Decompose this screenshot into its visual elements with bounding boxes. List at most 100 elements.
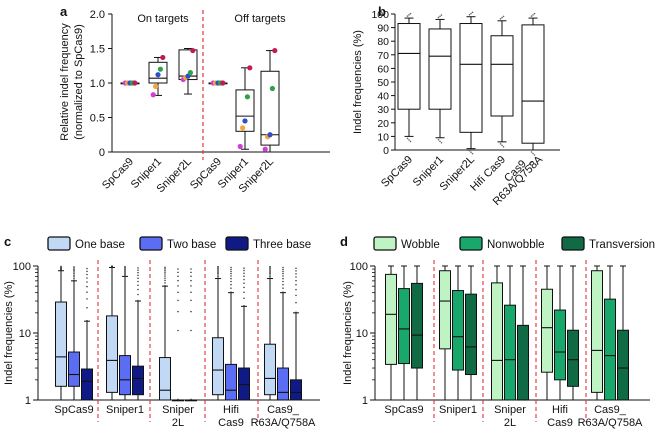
panel-c-box-3-1-box (225, 363, 237, 401)
panel-c-legend-swatch (139, 236, 163, 251)
panel-c-outlier (190, 398, 192, 401)
panel-b-box-0-box (397, 23, 421, 110)
panel-a-group-on: On targets (137, 13, 189, 25)
panel-a-x-tick-label: SpCas9 (100, 156, 136, 192)
panel-c-outlier (177, 299, 179, 302)
panel-a-y-tick-label: 1.5 (90, 44, 105, 56)
panel-c-outlier (73, 271, 75, 273)
panel-d-y-tick-label: 10 (356, 328, 368, 340)
panel-c-outlier (269, 272, 271, 275)
panel-b-outlier (409, 12, 412, 15)
panel-d-legend-label: Nonwobble (487, 239, 545, 251)
panel-letter-c: c (4, 234, 11, 249)
panel-c-outlier (230, 275, 232, 277)
panel-c-legend-swatch (47, 236, 71, 251)
panel-c-outlier (190, 285, 192, 287)
panel-c-outlier (164, 277, 166, 279)
panel-c-outlier (177, 279, 179, 282)
panel-c-box-3-0-box (212, 337, 224, 396)
panel-c-outlier (282, 268, 284, 271)
panel-b-outlier (439, 140, 441, 143)
panel-c-outlier (190, 268, 192, 270)
panel-a-point (190, 47, 196, 54)
panel-c-outlier (282, 266, 284, 269)
panel-c-legend-swatch (225, 236, 249, 251)
panel-c-outlier (243, 278, 245, 281)
panel-d-box-1-0-box (439, 270, 451, 350)
panel-b-outlier (470, 151, 472, 153)
panel-c-outlier (137, 277, 139, 280)
panel-b-box-3-box (490, 35, 514, 117)
panel-c-outlier (137, 274, 139, 277)
panel-c-outlier (177, 271, 179, 274)
panel-a-point (153, 83, 159, 90)
panel-c-outlier (124, 273, 126, 276)
panel-b-outlier (440, 14, 443, 16)
panel-a-point (220, 80, 226, 86)
panel-b-outlier (530, 15, 533, 17)
panel-c-legend-label: One base (75, 239, 125, 251)
panel-c-outlier (295, 288, 297, 291)
panel-c-outlier (243, 267, 245, 269)
panel-c-outlier (230, 268, 232, 271)
panel-c-x-label: Cas9_ (267, 404, 300, 416)
panel-c-outlier (295, 301, 297, 304)
panel-c-outlier (282, 283, 284, 286)
panel-d-legend-swatch (373, 236, 397, 251)
panel-c-outlier (137, 288, 139, 291)
panel-a-point (269, 85, 275, 92)
panel-c-box-0-2-box (81, 368, 93, 401)
panel-d-x-label: R63A/Q758A (578, 417, 643, 429)
panel-letter-d: d (340, 234, 348, 249)
panel-d-box-3-0-box (541, 288, 553, 373)
panel-d-y-tick-label: 100 (350, 261, 368, 273)
panel-a-y-label: Relative indel frequency (59, 23, 71, 141)
panel-d-box-2-1-box (504, 304, 516, 401)
panel-c-outlier (243, 272, 245, 274)
panel-b-y-tick-label: 10 (377, 131, 389, 143)
panel-b-outlier (468, 149, 471, 152)
panel-b-y-tick-label: 40 (377, 91, 389, 103)
panel-b-y-tick-label: 0 (383, 145, 389, 157)
panel-c-outlier (217, 269, 219, 271)
panel-c-outlier (230, 280, 232, 283)
panel-a-point (155, 72, 161, 78)
panel-c-outlier (243, 305, 245, 307)
panel-c-outlier (217, 275, 219, 278)
panel-c-outlier (137, 293, 139, 296)
panel-c-outlier (86, 319, 88, 322)
panel-c-x-label: SpCas9 (54, 404, 93, 416)
panel-c-outlier (269, 274, 271, 276)
panel-c-outlier (282, 277, 284, 280)
panel-c-outlier (164, 284, 166, 287)
panel-b-y-label: Indel frequencies (%) (352, 30, 364, 134)
panel-c-outlier (86, 285, 88, 288)
panel-b-y-tick-label: 30 (377, 104, 389, 116)
panel-c-outlier (124, 275, 126, 277)
panel-c-outlier (217, 266, 219, 269)
panel-a-y-tick-label: 0.5 (90, 113, 105, 125)
panel-b-box-4-box (521, 24, 545, 144)
panel-c-outlier (282, 287, 284, 289)
panel-b-outlier (533, 12, 536, 15)
panel-a-point (150, 92, 156, 98)
panel-c-outlier (73, 274, 75, 276)
panel-d-box-0-1-box (398, 288, 410, 365)
panel-c-outlier (190, 310, 192, 313)
panel-c-outlier (177, 275, 179, 277)
panel-a-group-off: Off targets (234, 13, 286, 25)
panel-c-box-2-0-box (159, 357, 171, 401)
panel-c-outlier (230, 287, 232, 289)
panel-c-outlier (243, 291, 245, 294)
panel-a-point (244, 94, 250, 100)
panel-c-box-4-1-box (277, 367, 289, 401)
panel-c-outlier (243, 297, 245, 300)
panel-c-outlier (73, 267, 75, 269)
panel-c-outlier (124, 272, 126, 275)
panel-c-outlier (86, 281, 88, 283)
panel-c-x-label: Hifi (223, 404, 239, 416)
panel-b-outlier (406, 137, 409, 140)
panel-c-outlier (295, 270, 297, 272)
panel-d-box-4-1-box (604, 298, 616, 401)
